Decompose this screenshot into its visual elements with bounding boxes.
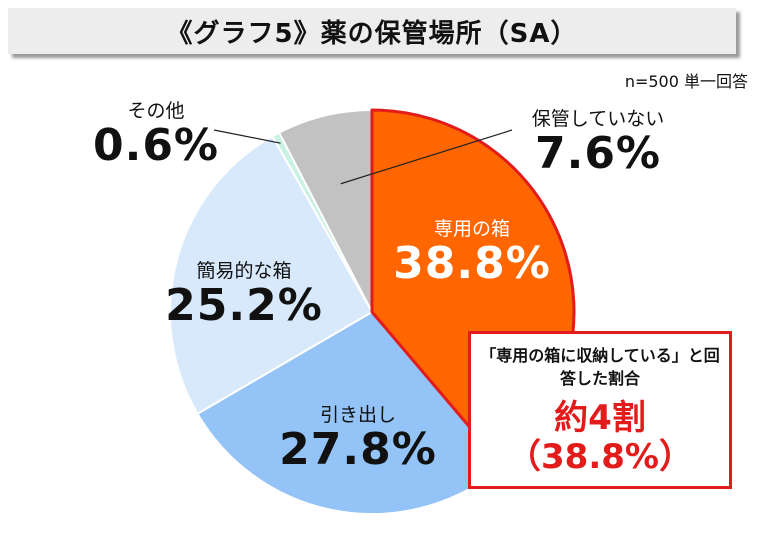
sample-note: n=500 単一回答	[624, 72, 748, 91]
slice-label-hokan-shinai-value: 7.6%	[534, 128, 662, 179]
label-senyo: 専用の箱 38.8%	[382, 214, 562, 287]
callout-box: 「専用の箱に収納している」と回答した割合 約4割 （38.8%）	[468, 331, 732, 489]
slice-hikidashi	[196, 311, 504, 515]
slice-label-sonota-value: 0.6%	[92, 120, 220, 171]
label-sonota: その他 0.6%	[86, 96, 226, 169]
slice-label-hokan-shinai-name: 保管していない	[531, 108, 665, 130]
chart-title: 《グラフ5》薬の保管場所（SA）	[166, 18, 578, 49]
slice-kanni	[169, 135, 373, 415]
slice-label-kanni-name: 簡易的な箱	[196, 260, 292, 282]
title-bar: 《グラフ5》薬の保管場所（SA）	[8, 8, 736, 54]
slice-label-senyo-value: 38.8%	[393, 238, 551, 289]
label-hikidashi: 引き出し 27.8%	[268, 400, 448, 473]
slice-label-kanni-value: 25.2%	[165, 280, 323, 331]
slice-hokan-shinai	[278, 109, 373, 313]
slice-label-sonota-name: その他	[127, 100, 185, 122]
callout-sub: （38.8%）	[507, 436, 693, 477]
leader-line-sonota	[213, 129, 281, 144]
slice-label-hikidashi-value: 27.8%	[279, 424, 437, 475]
slice-label-senyo-name: 専用の箱	[433, 218, 510, 240]
label-hokan-shinai: 保管していない 7.6%	[508, 104, 688, 177]
leader-line-hokan-shinai	[340, 129, 513, 185]
slice-label-hikidashi-name: 引き出し	[319, 404, 396, 426]
callout-main: 約4割	[554, 398, 646, 439]
callout-text: 「専用の箱に収納している」と回答した割合	[480, 346, 720, 389]
label-kanni: 簡易的な箱 25.2%	[154, 256, 334, 329]
